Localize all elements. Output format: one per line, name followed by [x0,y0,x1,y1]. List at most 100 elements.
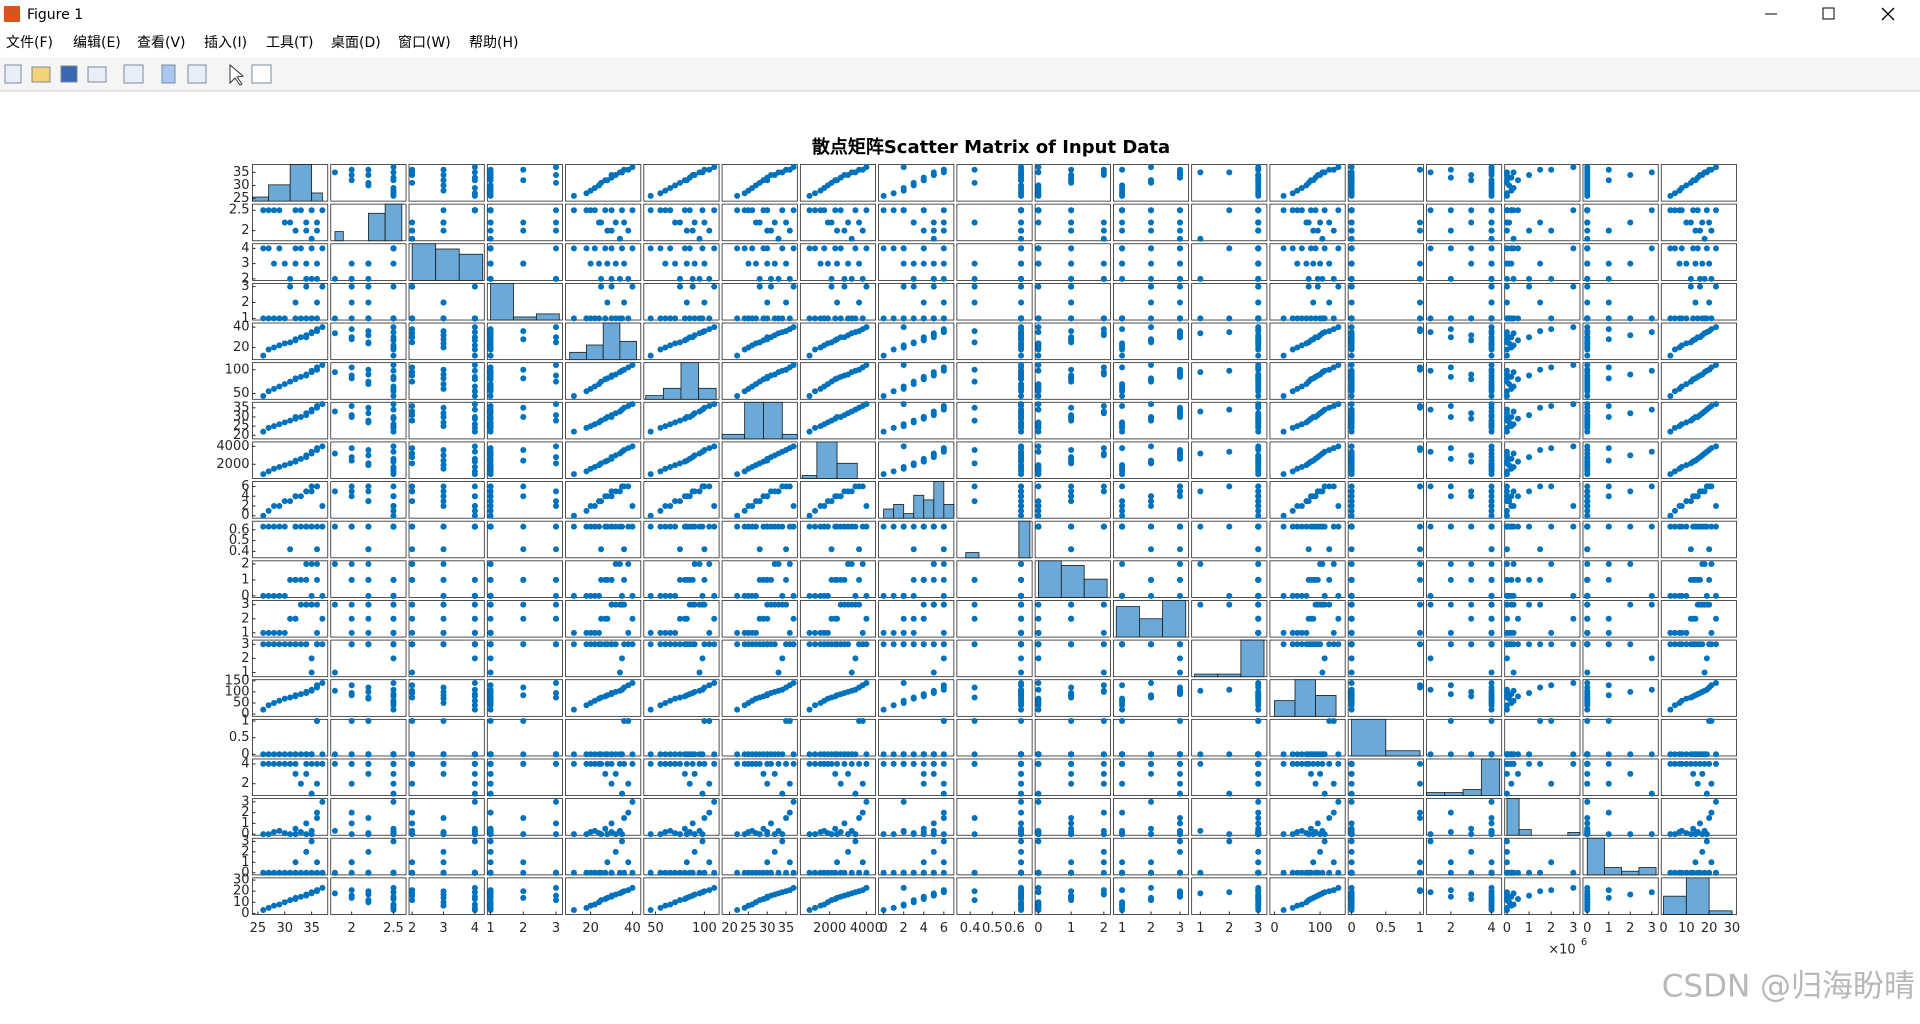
scatter-point [390,593,396,599]
y-tick-label: 3 [241,637,249,652]
scatter-point [488,791,494,797]
scatter-point [1417,167,1423,173]
scatter-point [319,593,325,599]
panel [800,719,875,756]
scatter-point [1177,791,1183,797]
scatter-point [941,630,947,636]
scatter-point [488,761,494,767]
scatter-point [303,372,309,378]
panel [1583,283,1658,320]
scatter-point [911,616,917,622]
scatter-point [1428,483,1434,489]
scatter-point [779,655,785,661]
scatter-point [1504,641,1510,647]
panel [1583,600,1658,637]
menu-item[interactable]: 窗口(W) [398,34,451,51]
save-icon[interactable] [61,66,77,82]
scatter-point [1489,324,1495,330]
scatter-point [1548,326,1554,332]
scatter-point [921,781,927,787]
scatter-point [1526,334,1532,340]
scatter-point [776,276,782,282]
legend-icon[interactable] [188,65,206,83]
histogram-bar [924,500,934,518]
scatter-point [1428,687,1434,693]
scatter-point [1489,718,1495,724]
scatter-point [1417,276,1423,282]
scatter-point [309,236,315,242]
scatter-point [852,524,858,530]
scatter-point [1448,561,1454,567]
scatter-point [1197,451,1203,457]
scatter-point [1177,781,1183,787]
scatter-point [972,418,978,424]
scatter-point [1068,284,1074,290]
scatter-point [349,641,355,647]
scatter-point [625,228,631,234]
scatter-point [701,577,707,583]
menu-item[interactable]: 插入(I) [204,35,247,51]
histogram-bar [914,495,924,518]
scatter-point [520,219,526,225]
scatter-point [667,503,673,509]
scatter-point [1672,245,1678,251]
menu-item[interactable]: 帮助(H) [469,35,518,51]
scatter-point [734,471,740,477]
scatter-point [303,751,309,757]
scatter-point [1197,751,1203,757]
scatter-point [276,524,282,530]
menu-item[interactable]: 查看(V) [137,35,186,51]
scatter-point [1627,219,1633,225]
scatter-point [1226,207,1232,213]
scatter-point [1197,330,1203,336]
print-icon[interactable] [88,67,106,82]
scatter-point [488,219,494,225]
scatter-point [1119,167,1125,173]
scatter-point [293,336,299,342]
scatter-point [303,488,309,494]
scatter-point [1548,524,1554,530]
scatter-point [314,445,320,451]
scatter-point [1035,483,1041,489]
histogram-bar [1116,607,1139,638]
open-icon[interactable] [32,67,50,82]
scatter-point [1101,364,1107,370]
scatter-point [667,245,673,251]
menu-item[interactable]: 编辑(E) [73,35,121,51]
menu-item[interactable]: 工具(T) [266,35,313,51]
scatter-point [852,655,858,661]
scatter-point [488,682,494,688]
scatter-point [863,680,869,686]
link-icon[interactable] [124,65,143,83]
scatter-point [1584,245,1590,251]
new-icon[interactable] [5,65,21,83]
scatter-point [1226,449,1232,455]
scatter-point [287,577,293,583]
inspector-icon[interactable] [252,65,271,83]
scatter-point [1177,219,1183,225]
scatter-point [648,353,654,359]
scatter-point [845,261,851,267]
scatter-point [692,641,698,647]
scatter-point [314,781,320,787]
scatter-point [619,791,625,797]
scatter-point [1119,207,1125,213]
scatter-point [1417,483,1423,489]
panel [331,719,406,756]
scatter-point [1448,718,1454,724]
scatter-point [901,751,907,757]
scatter-point [1101,630,1107,636]
scatter-point [1692,616,1698,622]
scatter-point [1018,245,1024,251]
scatter-point [779,207,785,213]
menu-item[interactable]: 桌面(D) [331,35,381,51]
colorbar-icon[interactable] [162,65,175,83]
scatter-point [807,641,813,647]
scatter-point [1713,616,1719,622]
scatter-point [1068,524,1074,530]
scatter-point [911,460,917,466]
scatter-point [832,315,838,321]
menu-item[interactable]: 文件(F) [6,35,53,51]
scatter-point [1226,169,1232,175]
scatter-point [314,300,320,306]
